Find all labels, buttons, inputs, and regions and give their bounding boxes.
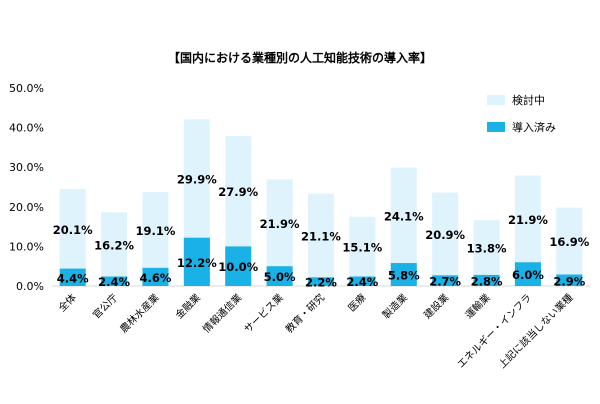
bar-considering (390, 167, 417, 264)
bar-considering (183, 119, 210, 238)
bar-introduced (266, 266, 293, 286)
x-category-label: サービス業 (241, 291, 286, 336)
x-category-label: 官公庁 (90, 291, 120, 321)
bar-introduced (225, 246, 252, 286)
x-category-label: 上記に該当しない業種 (496, 291, 576, 371)
data-label-considering: 21.9% (260, 217, 300, 231)
data-label-considering: 21.1% (301, 230, 341, 244)
x-category-label: 全体 (55, 291, 78, 314)
bars (59, 119, 583, 286)
data-label-introduced: 2.2% (305, 276, 337, 290)
bar-introduced (101, 276, 128, 286)
data-label-considering: 20.1% (53, 223, 93, 237)
x-category-label: 教育・研究 (283, 291, 328, 336)
chart-title: 【国内における業種別の人工知能技術の導入率】 (168, 50, 432, 65)
data-label-introduced: 6.0% (512, 268, 544, 282)
data-label-introduced: 2.4% (98, 275, 130, 289)
bar-introduced (142, 267, 169, 286)
legend-label: 導入済み (512, 120, 556, 134)
y-tick-label: 20.0% (9, 201, 44, 214)
bar-considering (349, 216, 376, 277)
data-label-introduced: 4.6% (140, 271, 172, 285)
data-label-introduced: 10.0% (218, 260, 258, 274)
data-label-introduced: 2.8% (471, 274, 503, 288)
bar-introduced (307, 277, 335, 286)
bar-introduced (183, 237, 210, 286)
bar-considering (142, 192, 169, 268)
y-tick-label: 30.0% (9, 161, 44, 174)
bar-considering (514, 175, 541, 263)
y-tick-label: 40.0% (9, 122, 44, 135)
bar-considering (556, 207, 583, 275)
bar-considering (432, 192, 459, 276)
x-category-label: エネルギー・インフラ (455, 292, 534, 371)
x-category-label: 運輸業 (462, 291, 492, 321)
data-label-considering: 21.9% (508, 213, 548, 227)
data-label-introduced: 4.4% (57, 271, 89, 285)
x-category-label: 金融業 (173, 291, 203, 321)
data-label-introduced: 5.0% (264, 270, 296, 284)
bar-introduced (514, 262, 541, 286)
data-label-introduced: 2.4% (346, 275, 378, 289)
data-label-considering: 24.1% (384, 209, 424, 223)
data-label-considering: 29.9% (177, 172, 217, 186)
legend-label: 検討中 (512, 93, 545, 107)
data-label-introduced: 2.7% (429, 275, 461, 289)
data-label-considering: 16.9% (549, 235, 589, 249)
x-category-label: 農林水産業 (117, 291, 162, 336)
bar-introduced (390, 263, 417, 286)
x-category-label: 情報通信業 (200, 291, 245, 336)
data-label-considering: 16.2% (94, 238, 134, 252)
y-tick-label: 10.0% (9, 240, 44, 253)
data-label-considering: 27.9% (218, 185, 258, 199)
data-label-considering: 20.9% (425, 228, 465, 242)
bar-introduced (59, 268, 86, 286)
bar-considering (307, 193, 335, 278)
bar-introduced (432, 275, 459, 286)
data-label-introduced: 2.9% (553, 274, 585, 288)
x-category-label: 医療 (345, 291, 368, 314)
bar-introduced (556, 274, 583, 286)
legend-swatch (487, 95, 505, 105)
data-label-considering: 15.1% (342, 241, 382, 255)
y-tick-label: 50.0% (9, 82, 44, 95)
bar-considering (473, 220, 500, 275)
x-category-label: 製造業 (379, 291, 409, 321)
data-labels: 4.4% 20.1% 2.4% 16.2% 4.6% 19.1% 12.2% 29.9% 10.… (53, 172, 590, 289)
data-label-introduced: 5.8% (388, 269, 420, 283)
bar-considering (59, 188, 86, 269)
y-axis: 0.0% 10.0% 20.0% 30.0% 40.0% 50.0% (9, 82, 590, 293)
bar-considering (266, 179, 293, 267)
x-category-label: 建設業 (421, 291, 451, 321)
bar-considering (225, 135, 252, 247)
bar-introduced (349, 276, 376, 286)
data-label-considering: 13.8% (467, 242, 507, 256)
legend-swatch (487, 122, 505, 132)
data-label-introduced: 12.2% (177, 256, 217, 270)
bar-introduced (473, 274, 500, 286)
bar-considering (101, 212, 128, 277)
data-label-considering: 19.1% (136, 224, 176, 238)
y-tick-label: 0.0% (16, 280, 44, 293)
